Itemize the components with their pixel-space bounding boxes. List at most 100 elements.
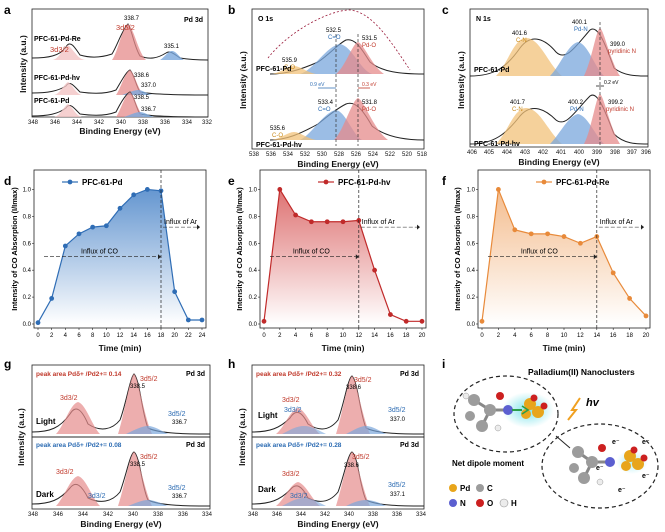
data-point <box>309 219 314 225</box>
data-point <box>512 227 518 233</box>
x-tick-label: 20 <box>643 333 650 339</box>
peak-value: 533.4 <box>318 100 334 106</box>
panel-label: h <box>228 357 235 371</box>
data-point <box>185 317 191 323</box>
peak-value: 338.5 <box>130 384 146 390</box>
y-tick-label: 0.6 <box>249 241 258 247</box>
data-point <box>388 312 393 317</box>
peak-value: 401.6 <box>512 31 528 37</box>
x-axis-label: Binding Energy (eV) <box>80 519 161 529</box>
sample-label: PFC-61-Pd-hv <box>256 142 302 149</box>
tick: 336 <box>392 512 403 518</box>
peak-value: 531.5 <box>362 36 378 42</box>
peak-assign: C=O <box>318 107 331 113</box>
tick: 534 <box>283 152 294 158</box>
panel-b: b O 1s 532.5 C=O 531.5 Pd-O 535.9 C-O PF… <box>228 3 428 169</box>
ar-arrow-head <box>641 224 644 230</box>
peak-label: 3d3/2 <box>284 407 302 414</box>
tick: 338 <box>368 512 379 518</box>
data-point <box>144 187 150 192</box>
tick: 340 <box>344 512 355 518</box>
peak-label: 3d5/2 <box>352 454 370 461</box>
x-tick-label: 2 <box>497 333 501 339</box>
x-tick-label: 6 <box>77 333 81 339</box>
tick: 342 <box>103 512 114 518</box>
tick: 397 <box>627 150 638 156</box>
data-point <box>403 318 409 324</box>
legend-label: PFC-61-Pd <box>82 178 123 187</box>
schematic-title: Palladium(II) Nanoclusters <box>528 367 635 377</box>
tick: 334 <box>182 120 193 126</box>
peak-label: 3d5/2 <box>140 376 158 383</box>
panel-c: c N 1s 401.6 C-N 400.1 Pd-N 399.0 pyridi… <box>442 3 652 167</box>
nitrogen-atom <box>503 405 513 415</box>
oxygen-atom <box>496 392 504 400</box>
y-tick-label: 0.2 <box>249 295 258 301</box>
x-tick-label: 2 <box>278 333 282 339</box>
peak-value: 399.2 <box>608 100 624 106</box>
electron-label: e⁻ <box>612 439 620 446</box>
carbon-atom <box>586 456 598 468</box>
x-tick-labels: 406 405 404 403 402 401 400 399 398 397 … <box>467 150 652 156</box>
data-point <box>324 219 330 225</box>
tick: 348 <box>28 512 39 518</box>
pd-atom <box>521 409 531 419</box>
x-tick-label: 22 <box>185 333 192 339</box>
peak-value: 336.7 <box>141 107 157 113</box>
data-point <box>545 231 550 237</box>
tick: 404 <box>502 150 513 156</box>
data-point <box>496 187 501 192</box>
peak-label: 3d5/2 <box>116 23 135 32</box>
ratio-label: peak area Pdδ+ /Pd2+= 0.14 <box>36 371 122 378</box>
x-tick-labels: 348 346 344 342 340 338 336 334 332 <box>28 120 213 126</box>
panel-label: b <box>228 3 235 17</box>
oxygen-atom <box>540 402 548 410</box>
peak-label: 3d5/2 <box>388 407 406 414</box>
peak-assign: Pd-N <box>570 107 584 113</box>
panel-label: g <box>4 357 11 371</box>
carbon-atom <box>476 420 488 432</box>
panel-i: i Palladium(II) Nanoclusters hv Net dipo… <box>442 357 659 509</box>
carbon-atom <box>468 394 480 406</box>
tick: 398 <box>610 150 621 156</box>
peak-label: 3d5/2 <box>168 485 186 492</box>
peak-label: 3d5/2 <box>388 482 406 489</box>
tick: 340 <box>116 120 127 126</box>
legend-label: O <box>487 499 493 508</box>
tick: 538 <box>249 152 260 158</box>
co-arrow-head <box>158 254 161 260</box>
x-tick-label: 10 <box>103 333 110 339</box>
electron-label: e⁻ <box>618 487 626 494</box>
peak-label: 3d3/2 <box>282 397 300 404</box>
y-axis-label: Intensity of CO Absorption (I/Imax) <box>235 187 244 311</box>
peak-value: 400.2 <box>568 100 584 106</box>
n-legend-dot <box>449 499 457 507</box>
peak-assign: C-O <box>284 65 295 71</box>
y-tick-label: 0.4 <box>23 268 32 274</box>
peak-value: 338.6 <box>346 385 362 391</box>
x-tick-label: 14 <box>371 333 378 339</box>
tick: 342 <box>94 120 105 126</box>
x-axis-label: Binding Energy (eV) <box>79 126 160 136</box>
legend-label: N <box>460 499 466 508</box>
x-tick-label: 18 <box>158 333 165 339</box>
atom-legend: Pd C N O H <box>449 484 517 508</box>
peak-value: 399.0 <box>610 42 626 48</box>
shift-label: 0.3 eV <box>362 82 377 88</box>
legend-label: C <box>487 484 493 493</box>
y-axis-label: Intensity of CO Absorption (I/Imax) <box>10 187 19 311</box>
x-tick-label: 12 <box>117 333 124 339</box>
peak-assign: C-N <box>516 38 527 44</box>
y-tick-label: 0.4 <box>249 268 258 274</box>
oxygen-atom <box>598 444 606 452</box>
tick: 399 <box>592 150 603 156</box>
y-axis-label: Intensity of CO Absorption (I/Imax) <box>453 187 462 311</box>
y-tick-label: 1.0 <box>467 187 476 193</box>
state-label: Light <box>36 417 56 426</box>
carbon-atom <box>484 404 496 416</box>
data-point <box>35 320 41 326</box>
y-tick-label: 0.0 <box>249 322 258 328</box>
x-tick-label: 0 <box>480 333 484 339</box>
data-point <box>643 313 649 319</box>
